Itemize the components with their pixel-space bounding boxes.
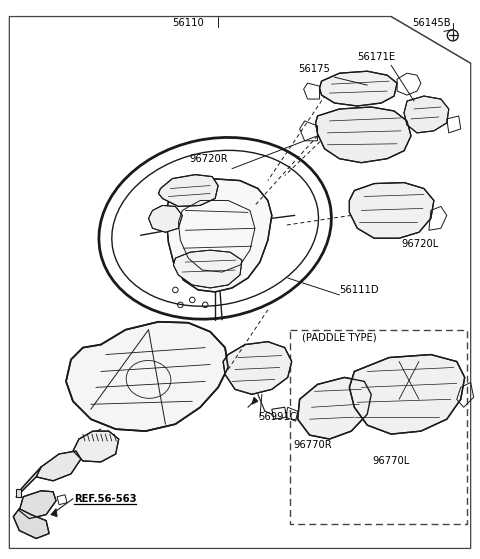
Text: 56991C: 56991C — [258, 412, 297, 422]
Polygon shape — [252, 397, 258, 404]
Text: REF.56-563: REF.56-563 — [74, 494, 136, 504]
Polygon shape — [19, 491, 56, 519]
Polygon shape — [223, 342, 292, 394]
Polygon shape — [51, 509, 57, 517]
Polygon shape — [298, 377, 371, 439]
Polygon shape — [404, 96, 449, 133]
Text: 56110: 56110 — [172, 18, 204, 29]
Text: 96720R: 96720R — [189, 154, 228, 164]
Polygon shape — [173, 250, 242, 288]
Text: 96720L: 96720L — [401, 239, 438, 249]
Polygon shape — [315, 107, 411, 163]
Polygon shape — [349, 354, 465, 434]
Polygon shape — [148, 205, 182, 233]
Bar — [290, 330, 467, 524]
Text: 96770R: 96770R — [294, 440, 332, 450]
Text: 56175: 56175 — [299, 64, 331, 74]
Text: (PADDLE TYPE): (PADDLE TYPE) — [301, 333, 376, 343]
Polygon shape — [158, 174, 218, 206]
Polygon shape — [167, 178, 272, 292]
Polygon shape — [320, 71, 397, 106]
Polygon shape — [66, 322, 228, 431]
Polygon shape — [16, 489, 21, 497]
Text: 56145B: 56145B — [412, 18, 451, 29]
Polygon shape — [349, 183, 434, 238]
Polygon shape — [73, 431, 119, 462]
Text: 56111D: 56111D — [339, 285, 379, 295]
Polygon shape — [13, 509, 49, 538]
Text: 56171E: 56171E — [357, 53, 396, 62]
Polygon shape — [36, 451, 81, 481]
Text: 96770L: 96770L — [372, 456, 409, 466]
